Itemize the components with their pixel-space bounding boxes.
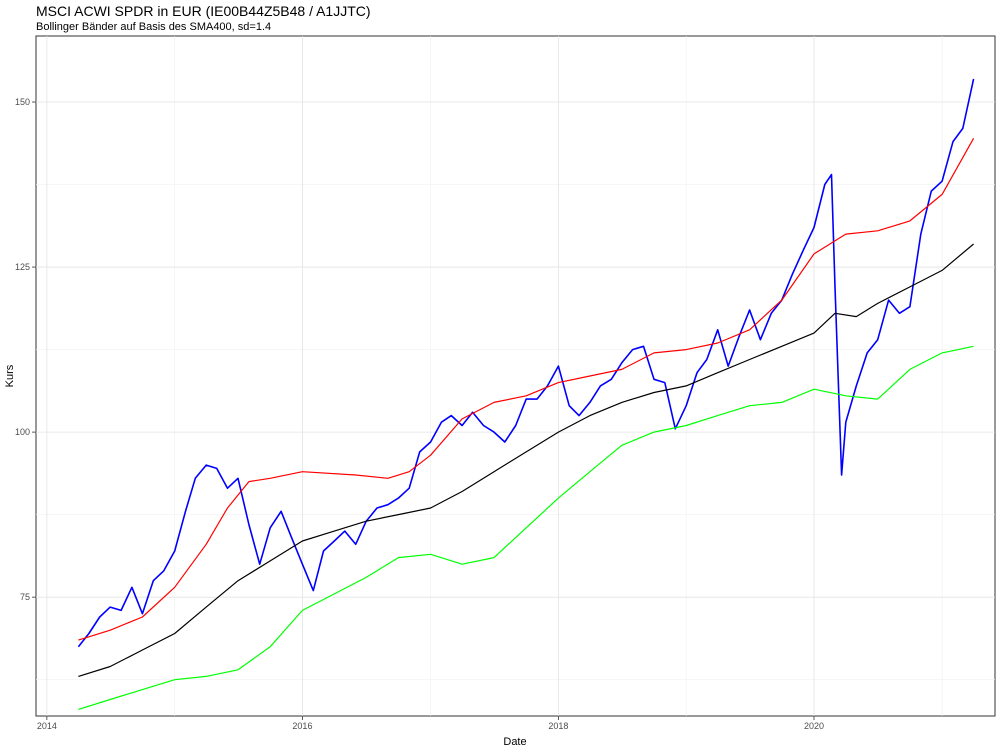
y-tick-label: 100 bbox=[15, 427, 30, 437]
series-line-2 bbox=[78, 243, 974, 677]
x-tick-label: 2014 bbox=[37, 721, 57, 731]
series-line-0 bbox=[77, 78, 975, 648]
y-axis-label: Kurs bbox=[4, 364, 16, 387]
y-tick-label: 125 bbox=[15, 262, 30, 272]
axes: 2014 2016 2018 2020 75 100 125 150 bbox=[15, 97, 824, 731]
x-axis-label: Date bbox=[503, 736, 526, 748]
series-line-1 bbox=[78, 138, 975, 641]
x-tick-label: 2020 bbox=[804, 721, 824, 731]
chart-title: MSCI ACWI SPDR in EUR (IE00B44Z5B48 / A1… bbox=[36, 3, 371, 19]
y-tick-label: 75 bbox=[20, 592, 30, 602]
chart-subtitle: Bollinger Bänder auf Basis des SMA400, s… bbox=[36, 21, 272, 33]
series-lines bbox=[77, 78, 975, 710]
x-tick-label: 2016 bbox=[292, 721, 312, 731]
plot-panel bbox=[35, 35, 996, 717]
x-tick-label: 2018 bbox=[548, 721, 568, 731]
series-line-3 bbox=[78, 345, 974, 710]
y-tick-label: 150 bbox=[15, 97, 30, 107]
